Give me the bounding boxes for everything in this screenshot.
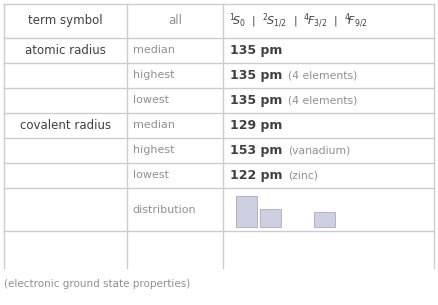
Text: lowest: lowest xyxy=(133,170,169,181)
Text: 122 pm: 122 pm xyxy=(230,169,283,182)
Text: 153 pm: 153 pm xyxy=(230,144,283,157)
Bar xyxy=(314,212,335,227)
Text: term symbol: term symbol xyxy=(28,14,102,27)
Text: highest: highest xyxy=(133,145,174,155)
Text: highest: highest xyxy=(133,70,174,80)
Text: 135 pm: 135 pm xyxy=(230,69,283,82)
Text: covalent radius: covalent radius xyxy=(20,119,111,132)
Text: lowest: lowest xyxy=(133,95,169,105)
Text: (vanadium): (vanadium) xyxy=(288,145,350,155)
Text: (4 elements): (4 elements) xyxy=(288,70,357,80)
Text: (4 elements): (4 elements) xyxy=(288,95,357,105)
Bar xyxy=(236,196,257,227)
Text: (electronic ground state properties): (electronic ground state properties) xyxy=(4,279,190,289)
Text: $^{1}\!S_0$  |  $^{2}\!S_{1/2}$  |  $^{4}\!F_{3/2}$  |  $^{4}\!F_{9/2}$: $^{1}\!S_0$ | $^{2}\!S_{1/2}$ | $^{4}\!F… xyxy=(230,12,368,30)
Text: distribution: distribution xyxy=(133,205,196,214)
Bar xyxy=(260,209,281,227)
Text: median: median xyxy=(133,45,175,55)
Text: all: all xyxy=(168,14,182,27)
Text: 129 pm: 129 pm xyxy=(230,119,283,132)
Text: atomic radius: atomic radius xyxy=(25,44,106,56)
Text: median: median xyxy=(133,120,175,130)
Text: 135 pm: 135 pm xyxy=(230,44,283,56)
Text: 135 pm: 135 pm xyxy=(230,94,283,107)
Text: (zinc): (zinc) xyxy=(288,170,318,181)
